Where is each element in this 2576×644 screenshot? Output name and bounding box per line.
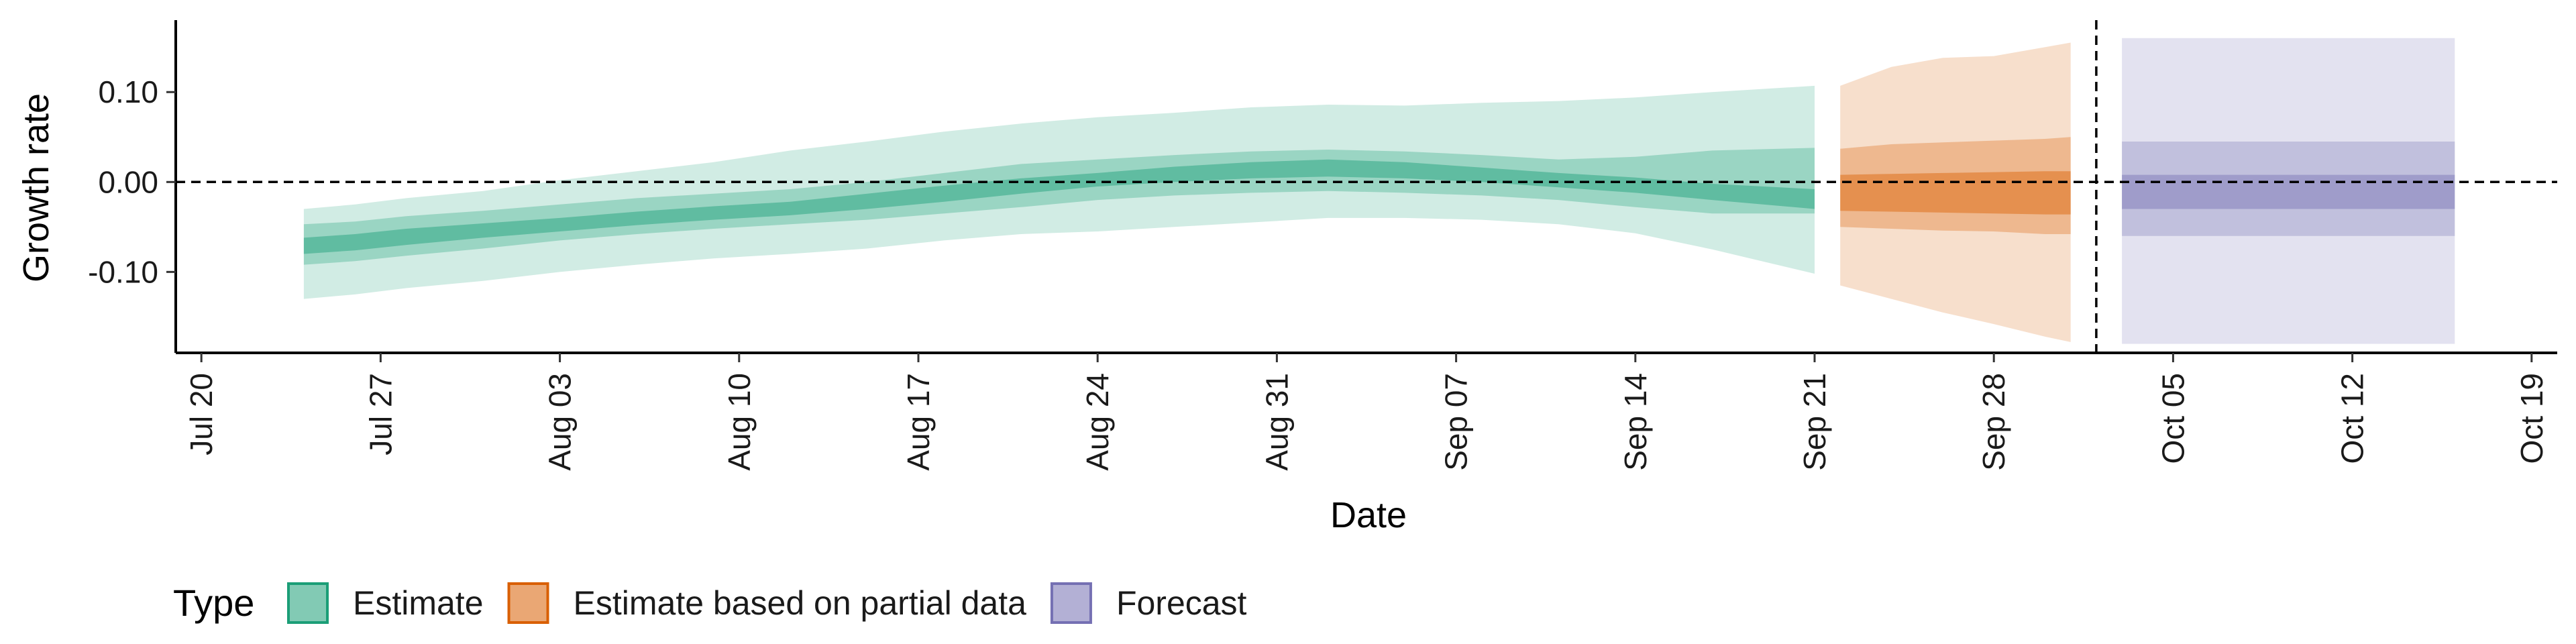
legend-key-0 xyxy=(287,582,329,624)
legend-label-0: Estimate xyxy=(353,584,484,622)
x-tick-label: Jul 27 xyxy=(363,373,398,455)
legend-title: Type xyxy=(173,582,254,624)
ribbon-0-ci90 xyxy=(303,85,1815,299)
x-tick-label: Sep 21 xyxy=(1797,373,1832,471)
legend-label-2: Forecast xyxy=(1116,584,1247,622)
x-tick-label: Oct 19 xyxy=(2514,373,2549,464)
legend: Type Estimate Estimate based on partial d… xyxy=(173,582,1247,624)
x-tick-label: Aug 31 xyxy=(1259,373,1294,471)
x-tick-label: Sep 07 xyxy=(1439,373,1474,471)
x-tick-label: Jul 20 xyxy=(184,373,219,455)
ribbon-1-ci50 xyxy=(1840,137,2071,234)
y-ticks: 0.10 0.00 -0.10 xyxy=(88,74,176,289)
legend-key-1 xyxy=(507,582,549,624)
ribbon-1-ci20 xyxy=(1840,171,2071,215)
y-tick-label: 0.00 xyxy=(98,164,158,199)
x-tick-label: Aug 03 xyxy=(543,373,578,471)
x-tick-label: Aug 24 xyxy=(1080,373,1115,471)
x-axis-title: Date xyxy=(1330,495,1407,535)
y-tick-label: -0.10 xyxy=(88,254,158,289)
y-tick-label: 0.10 xyxy=(98,74,158,109)
x-tick-label: Aug 10 xyxy=(722,373,757,471)
x-tick-label: Oct 05 xyxy=(2155,373,2190,464)
ribbon-2-ci50 xyxy=(2122,142,2455,236)
ribbon-0-ci50 xyxy=(303,148,1815,265)
ribbon-2-ci90 xyxy=(2122,38,2455,344)
x-ticks: Jul 20 Jul 27 Aug 03 Aug 10 Aug 17 Aug 24 Aug … xyxy=(184,353,2549,471)
x-tick-label: Oct 12 xyxy=(2335,373,2370,464)
axes xyxy=(174,20,2557,354)
ribbon-1-ci90 xyxy=(1840,42,2071,342)
legend-label-1: Estimate based on partial data xyxy=(574,584,1027,622)
x-tick-label: Sep 28 xyxy=(1976,373,2011,471)
reference-lines xyxy=(176,20,2557,353)
ribbon-0-ci20 xyxy=(303,159,1815,254)
x-tick-label: Sep 14 xyxy=(1618,373,1653,471)
y-axis-title: Growth rate xyxy=(16,93,56,282)
ribbon-2-ci20 xyxy=(2122,174,2455,209)
legend-key-2 xyxy=(1050,582,1092,624)
x-tick-label: Aug 17 xyxy=(901,373,936,471)
ribbon-layer xyxy=(303,38,2455,344)
